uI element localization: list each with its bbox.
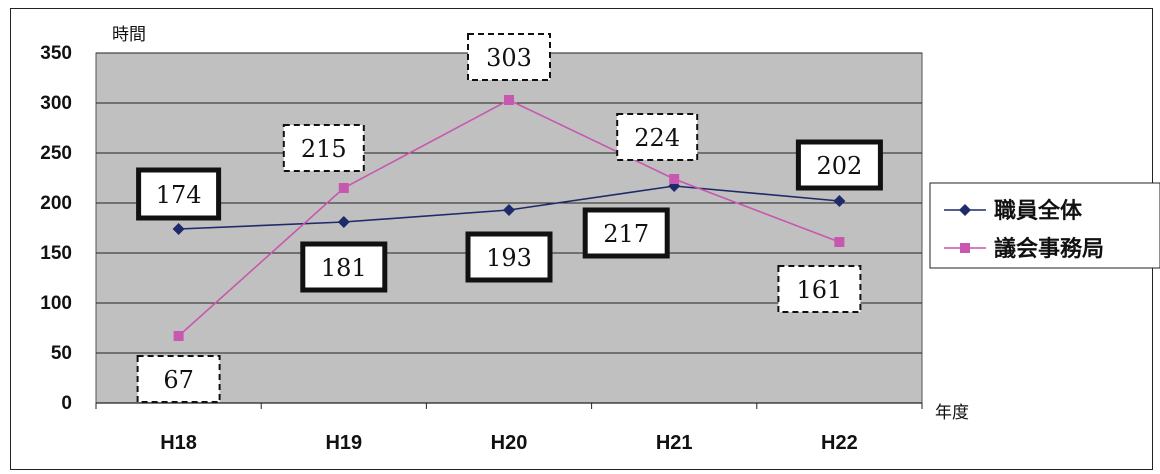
- data-label: 224: [634, 124, 680, 152]
- data-label-box: [467, 33, 551, 81]
- legend-box: [929, 182, 1160, 269]
- data-point: [503, 204, 515, 216]
- x-tick-label: H20: [491, 432, 528, 454]
- data-label: 181: [321, 254, 367, 282]
- data-label-box: [777, 265, 862, 313]
- series-group: [172, 95, 846, 341]
- data-label-box: [616, 113, 699, 161]
- data-point: [669, 174, 680, 184]
- x-axis-label: 年度: [935, 403, 969, 423]
- x-tick-label: H19: [325, 432, 362, 454]
- x-axis-ticks: H18 H19 H20 H21 H22: [95, 402, 923, 454]
- data-label: 217: [603, 220, 649, 248]
- data-label-box: [795, 139, 883, 191]
- y-tick-label: 300: [40, 93, 72, 114]
- plot-area: [95, 52, 923, 404]
- data-labels: 174 181 193 217 202 67 215 303 224 161: [136, 33, 883, 403]
- data-label-box: [136, 355, 221, 403]
- data-point: [173, 331, 184, 341]
- data-point: [337, 216, 350, 228]
- y-tick-label: 50: [51, 343, 72, 364]
- data-label-box: [465, 231, 553, 283]
- y-tick-label: 250: [40, 143, 72, 164]
- data-label-box: [136, 167, 222, 221]
- legend-label: 職員全体: [994, 198, 1083, 224]
- legend-label: 議会事務局: [994, 236, 1104, 262]
- x-tick-label: H18: [160, 432, 197, 454]
- legend-marker: [960, 243, 970, 253]
- data-label-box: [582, 207, 670, 259]
- y-tick-label: 350: [40, 43, 72, 64]
- y-axis-ticks: 0 50 100 150 200 250 300 350: [40, 43, 72, 414]
- data-label: 67: [163, 366, 194, 394]
- legend-marker: [959, 204, 971, 216]
- data-label: 215: [301, 135, 347, 163]
- y-tick-label: 150: [40, 243, 72, 264]
- y-tick-label: 0: [61, 393, 72, 414]
- data-point: [338, 183, 349, 193]
- data-label: 161: [796, 276, 842, 304]
- data-point: [834, 237, 845, 247]
- x-tick-label: H22: [821, 432, 858, 454]
- data-point: [504, 95, 514, 105]
- y-axis-label: 時間: [112, 25, 146, 45]
- x-tick-label: H21: [656, 432, 693, 454]
- data-label: 303: [486, 44, 532, 72]
- data-point: [172, 223, 185, 235]
- data-label: 193: [486, 244, 532, 272]
- data-label-box: [300, 241, 388, 293]
- y-tick-label: 200: [40, 193, 72, 214]
- data-point: [833, 195, 846, 207]
- data-label: 174: [156, 181, 202, 209]
- data-label: 202: [816, 152, 862, 180]
- y-tick-label: 100: [40, 293, 72, 314]
- data-label-box: [282, 124, 365, 172]
